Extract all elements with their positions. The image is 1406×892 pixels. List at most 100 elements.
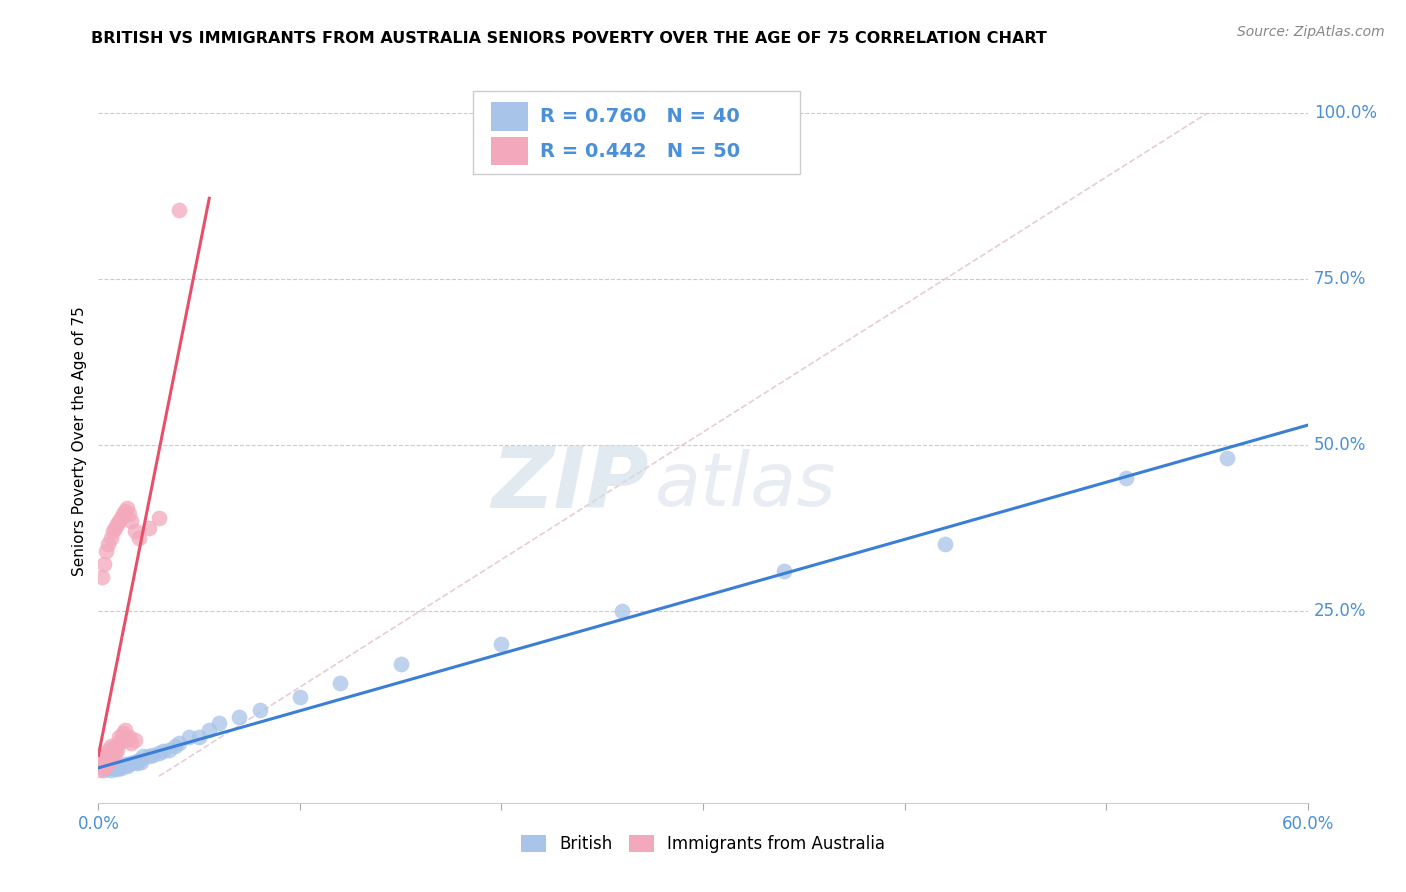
Point (97, 749, 120, 764)
Point (128, 531, 150, 545)
Point (110, 761, 132, 775)
Point (132, 749, 155, 764)
Point (100, 763, 122, 777)
Point (96, 759, 118, 773)
Text: Source: ZipAtlas.com: Source: ZipAtlas.com (1237, 25, 1385, 39)
Point (111, 726, 134, 740)
Point (163, 739, 186, 754)
Text: atlas: atlas (655, 449, 837, 521)
Point (118, 757, 141, 772)
Point (115, 758, 138, 772)
Point (96, 544, 118, 558)
Text: 75.0%: 75.0% (1313, 270, 1367, 288)
Point (101, 749, 124, 764)
Point (188, 730, 211, 744)
Text: ZIP: ZIP (491, 443, 648, 526)
Bar (492, 102, 527, 130)
Point (107, 730, 129, 744)
Point (772, 564, 794, 578)
Point (934, 537, 956, 551)
Point (198, 723, 221, 737)
Point (138, 749, 160, 764)
Point (100, 753, 122, 767)
Point (118, 508, 141, 522)
Text: 100.0%: 100.0% (1313, 104, 1376, 122)
Point (114, 504, 136, 518)
Point (288, 690, 311, 704)
Point (93, 761, 115, 775)
Text: BRITISH VS IMMIGRANTS FROM AUSTRALIA SENIORS POVERTY OVER THE AGE OF 75 CORRELAT: BRITISH VS IMMIGRANTS FROM AUSTRALIA SEN… (91, 31, 1047, 46)
Bar (492, 136, 527, 165)
Point (107, 736, 129, 750)
Point (91, 570, 114, 584)
Text: 25.0%: 25.0% (1313, 601, 1367, 620)
Point (120, 514, 142, 528)
Point (103, 739, 125, 754)
Point (111, 508, 134, 522)
Point (167, 202, 190, 217)
Point (129, 755, 152, 769)
Point (89, 763, 111, 777)
Point (612, 603, 634, 617)
Point (128, 753, 150, 767)
Point (114, 757, 136, 772)
Point (101, 761, 124, 775)
Point (91, 759, 114, 773)
Legend: British, Immigrants from Australia: British, Immigrants from Australia (515, 828, 891, 860)
Point (103, 761, 125, 775)
Point (152, 744, 174, 758)
Point (96, 746, 118, 760)
Point (107, 514, 129, 528)
Point (93, 763, 115, 777)
Point (491, 637, 513, 651)
Point (115, 732, 138, 747)
Point (249, 703, 271, 717)
Point (96, 753, 118, 767)
Point (124, 732, 146, 747)
Point (107, 759, 129, 773)
Point (120, 736, 142, 750)
Point (93, 749, 115, 764)
Point (142, 747, 165, 762)
Y-axis label: Seniors Poverty Over the Age of 75: Seniors Poverty Over the Age of 75 (72, 307, 87, 576)
Point (105, 743, 128, 757)
Text: R = 0.442   N = 50: R = 0.442 N = 50 (540, 142, 740, 161)
Point (118, 730, 141, 744)
Point (115, 500, 138, 515)
Text: R = 0.760   N = 40: R = 0.760 N = 40 (540, 107, 740, 126)
Point (91, 753, 114, 767)
Point (124, 755, 146, 769)
Point (111, 759, 134, 773)
Point (101, 743, 124, 757)
Point (103, 521, 125, 535)
Point (100, 531, 122, 545)
Point (138, 521, 160, 535)
Point (101, 524, 124, 538)
Point (93, 756, 115, 770)
Point (208, 716, 231, 731)
Point (167, 736, 190, 750)
Point (97, 761, 120, 775)
Point (148, 510, 170, 524)
Point (228, 709, 250, 723)
Point (110, 732, 132, 747)
Point (148, 746, 170, 760)
FancyBboxPatch shape (474, 91, 800, 174)
Point (179, 730, 201, 744)
Text: 50.0%: 50.0% (1313, 436, 1367, 454)
Point (1216, 451, 1239, 466)
Point (97, 756, 120, 770)
Point (89, 756, 111, 770)
Point (105, 762, 128, 776)
Point (103, 746, 125, 760)
Point (100, 739, 122, 754)
Point (105, 517, 128, 532)
Point (97, 537, 120, 551)
Point (97, 743, 120, 757)
Point (100, 746, 122, 760)
Point (124, 524, 146, 538)
Point (120, 756, 142, 770)
Point (1115, 471, 1137, 485)
Point (389, 657, 412, 671)
Point (93, 557, 115, 571)
